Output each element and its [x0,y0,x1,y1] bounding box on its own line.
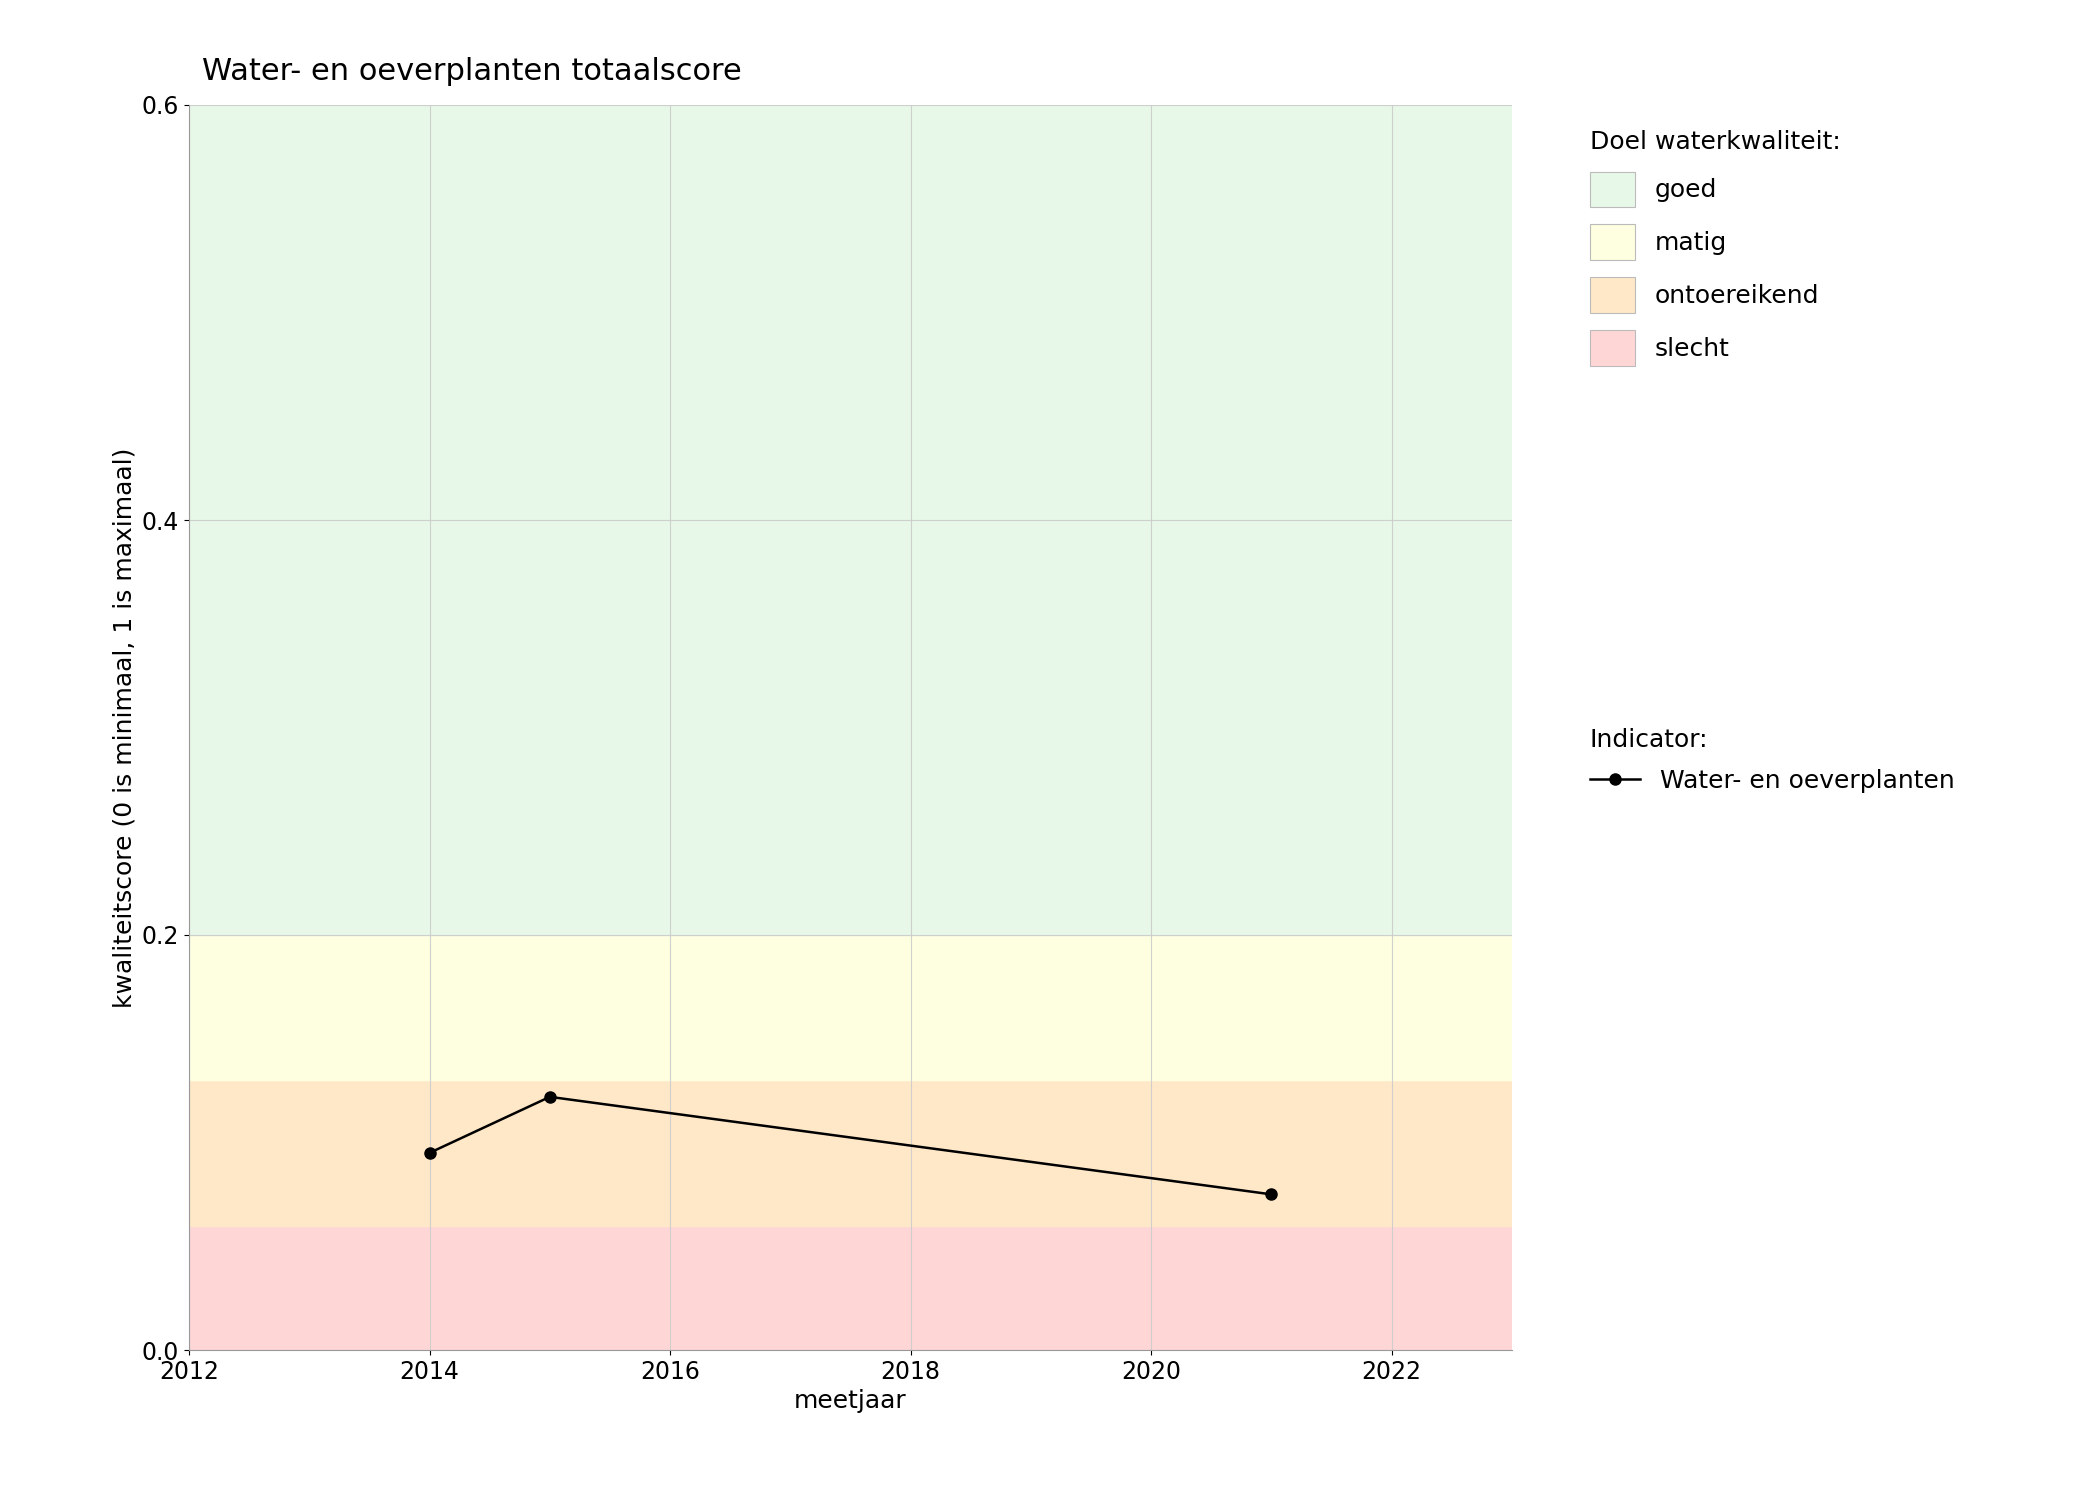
Bar [189,934,1512,1080]
Bar [189,1226,1512,1350]
Y-axis label: kwaliteitscore (0 is minimaal, 1 is maximaal): kwaliteitscore (0 is minimaal, 1 is maxi… [111,447,136,1008]
Text: Water- en oeverplanten totaalscore: Water- en oeverplanten totaalscore [202,57,741,86]
X-axis label: meetjaar: meetjaar [794,1389,907,1413]
Bar [189,105,1512,934]
Legend: Water- en oeverplanten: Water- en oeverplanten [1577,716,1968,806]
Bar [189,1080,1512,1226]
